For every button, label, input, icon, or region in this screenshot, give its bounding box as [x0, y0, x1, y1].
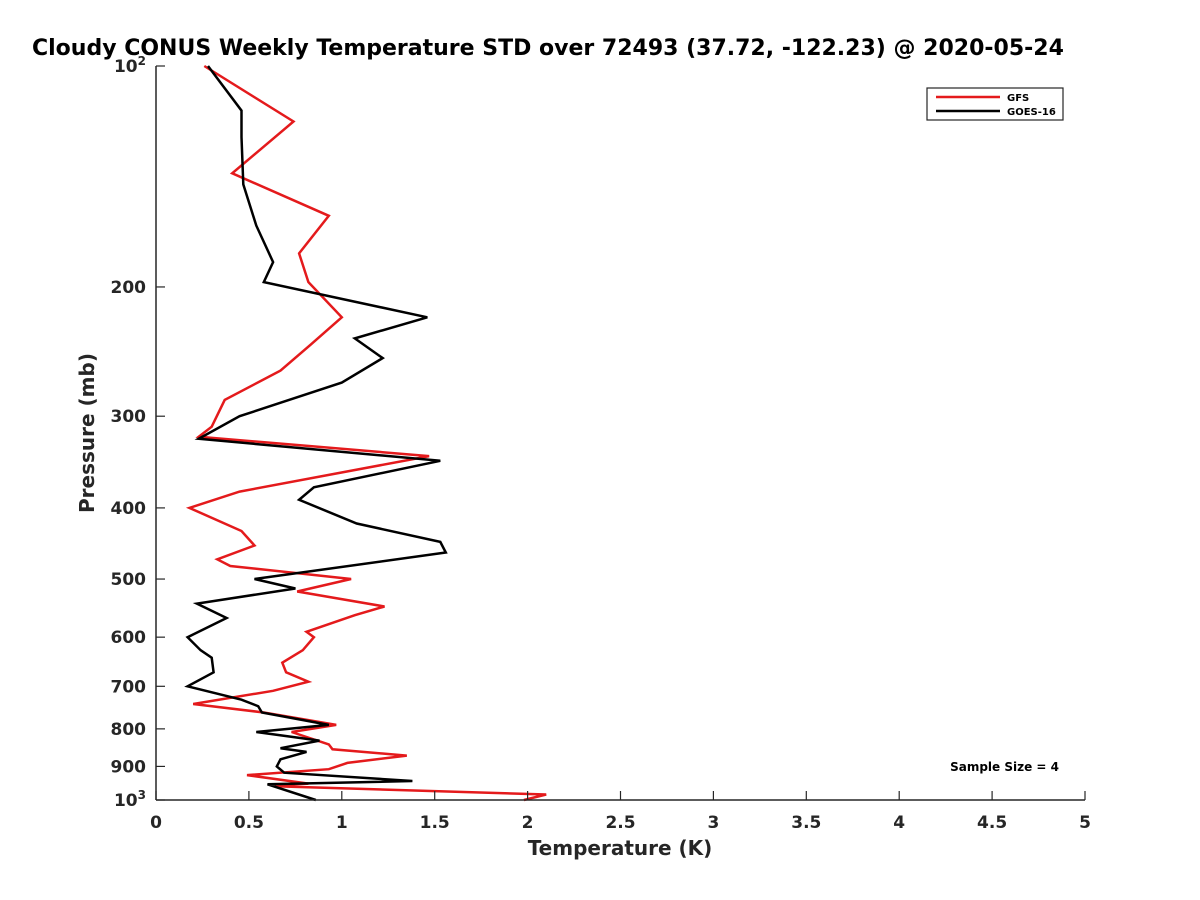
x-tick-label: 3.5	[791, 813, 821, 833]
sample-size-annotation: Sample Size = 4	[950, 760, 1059, 774]
y-tick-label: 900	[111, 757, 147, 777]
x-tick-label: 2	[522, 813, 534, 833]
plot-area: 0 0.5 1 1.5 2 2.5 3 3.5 4 4.5 5 102 200 300 400 500 600 7…	[111, 54, 1091, 833]
x-tick-label: 4	[893, 813, 905, 833]
y-tick-label: 800	[111, 720, 147, 740]
legend-box	[926, 87, 1064, 121]
x-tick-label: 1.5	[420, 813, 450, 833]
y-tick-label: 102	[114, 54, 146, 77]
y-tick-label: 200	[111, 278, 147, 298]
series-line-goes-16	[184, 65, 448, 802]
x-tick-label: 4.5	[977, 813, 1007, 833]
x-tick-label: 1	[336, 813, 348, 833]
legend-label: GOES-16	[1007, 107, 1056, 118]
chart-title: Cloudy CONUS Weekly Temperature STD over…	[32, 36, 1064, 61]
x-axis-label: Temperature (K)	[528, 836, 713, 860]
y-tick-label: 103	[114, 788, 146, 811]
x-tick-label: 0.5	[234, 813, 264, 833]
y-tick-label: 400	[111, 499, 147, 519]
y-axis-label: Pressure (mb)	[75, 353, 99, 513]
y-tick-label: 300	[111, 407, 147, 427]
series-line-gfs	[185, 64, 547, 802]
legend-label: GFS	[1007, 93, 1029, 104]
legend: GFS GOES-16	[926, 87, 1064, 121]
x-tick-label: 2.5	[605, 813, 635, 833]
y-tick-label: 700	[111, 677, 147, 697]
x-tick-label: 0	[150, 813, 162, 833]
y-tick-label: 500	[111, 570, 147, 590]
y-tick-label: 600	[111, 628, 147, 648]
x-tick-label: 5	[1079, 813, 1091, 833]
x-tick-label: 3	[707, 813, 719, 833]
